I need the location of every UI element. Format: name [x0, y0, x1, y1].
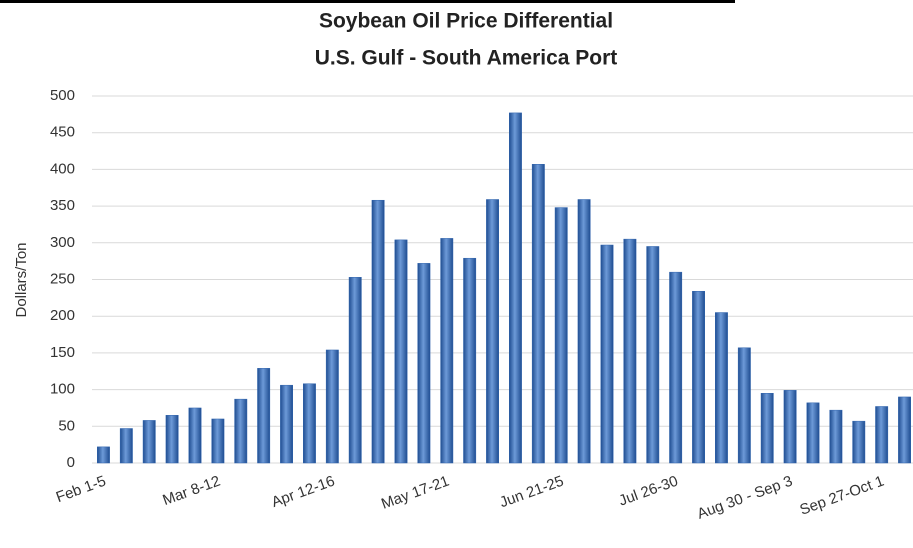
bar [669, 271, 683, 464]
x-tick-label: Mar 8-12 [160, 473, 222, 510]
bar [486, 199, 499, 464]
bar [623, 238, 637, 464]
x-tick-label: Jul 26-30 [617, 473, 681, 510]
bar [371, 199, 385, 464]
bar [188, 407, 202, 464]
y-tick-label: 500 [50, 87, 75, 104]
y-axis-label: Dollars/Ton [13, 242, 30, 317]
bar [509, 112, 522, 464]
y-tick-label: 300 [50, 234, 75, 251]
bar [875, 406, 889, 464]
chart-subtitle: U.S. Gulf - South America Port [315, 47, 618, 70]
bar [325, 349, 339, 464]
bar [348, 277, 362, 464]
bar [577, 199, 591, 464]
chart-title: Soybean Oil Price Differential [319, 10, 613, 33]
bar [829, 409, 843, 464]
bar [600, 244, 614, 464]
bar [257, 368, 271, 464]
bar [97, 446, 110, 464]
bar [783, 390, 797, 464]
bar [303, 383, 316, 464]
x-tick-label: Apr 12-16 [269, 473, 337, 512]
y-tick-label: 400 [50, 160, 75, 177]
y-tick-label: 350 [50, 197, 75, 214]
y-tick-label: 50 [58, 417, 75, 434]
bar [234, 398, 248, 464]
y-tick-label: 100 [50, 381, 75, 398]
bar [898, 396, 911, 464]
x-tick-label: Jun 21-25 [497, 473, 566, 512]
bar [211, 418, 225, 464]
bar [417, 263, 431, 464]
y-tick-label: 200 [50, 307, 75, 324]
bar [692, 290, 705, 464]
bar [440, 238, 454, 464]
bar [280, 384, 293, 464]
bar [806, 402, 820, 464]
bar [852, 420, 866, 464]
y-tick-label: 250 [50, 270, 75, 287]
bar [119, 428, 133, 464]
x-tick-label: Aug 30 - Sep 3 [695, 473, 795, 523]
bar [715, 312, 728, 464]
bar [554, 207, 568, 464]
bar [165, 415, 179, 464]
bar [394, 239, 408, 464]
bar [646, 246, 660, 464]
x-tick-label: May 17-21 [379, 473, 451, 513]
y-tick-label: 150 [50, 344, 75, 361]
y-tick-label: 450 [50, 124, 75, 141]
x-tick-label: Feb 1-5 [54, 473, 108, 507]
bar [531, 164, 545, 464]
bar [463, 257, 477, 464]
bar [737, 347, 751, 464]
x-tick-label: Sep 27-Oct 1 [798, 473, 887, 519]
bar [142, 420, 156, 464]
bar [760, 393, 774, 464]
y-tick-label: 0 [67, 454, 75, 471]
